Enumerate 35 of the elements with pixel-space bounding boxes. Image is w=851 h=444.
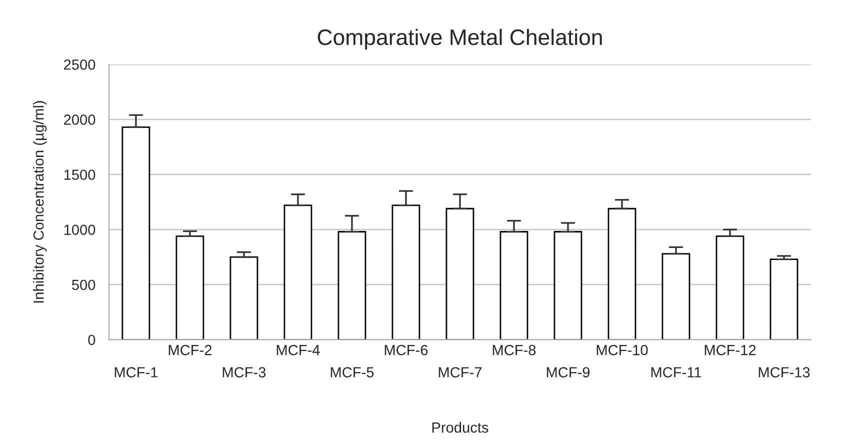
x-tick-label: MCF-8 [492,344,536,356]
y-tick-label: 0 [88,334,96,346]
x-tick-label: MCF-12 [704,344,756,356]
bar [500,231,528,340]
x-axis-title: Products [432,422,488,433]
y-tick-label: 2000 [64,114,96,125]
bar [176,235,204,340]
y-tick-label: 1500 [64,170,96,180]
x-tick-label: MCF-1 [114,367,158,378]
x-tick-label: MCF-4 [276,344,320,356]
x-tick-label: MCF-3 [222,367,266,378]
bar [662,253,690,340]
bar [446,208,474,340]
bar [230,256,258,340]
x-tick-label: MCF-7 [438,367,482,378]
bar [392,204,420,340]
x-tick-label: MCF-13 [758,367,810,378]
x-tick-label: MCF-5 [330,367,374,378]
bar [122,126,150,340]
y-tick-label: 2500 [64,59,96,70]
bar [770,258,798,340]
chart-title: Comparative Metal Chelation [318,28,602,50]
bar [284,204,312,340]
x-tick-label: MCF-2 [168,344,212,356]
bar [338,231,366,340]
x-tick-label: MCF-11 [651,367,702,378]
y-tick-label: 500 [72,280,96,290]
y-tick-label: 1000 [64,224,96,235]
bar [608,208,636,340]
y-axis-title: Inhibitory Concentration (µg/ml) [33,101,47,303]
x-tick-label: MCF-9 [546,367,590,378]
x-tick-label: MCF-10 [596,344,648,356]
bar [554,231,582,340]
x-tick-label: MCF-6 [384,344,428,356]
bar [716,235,744,340]
